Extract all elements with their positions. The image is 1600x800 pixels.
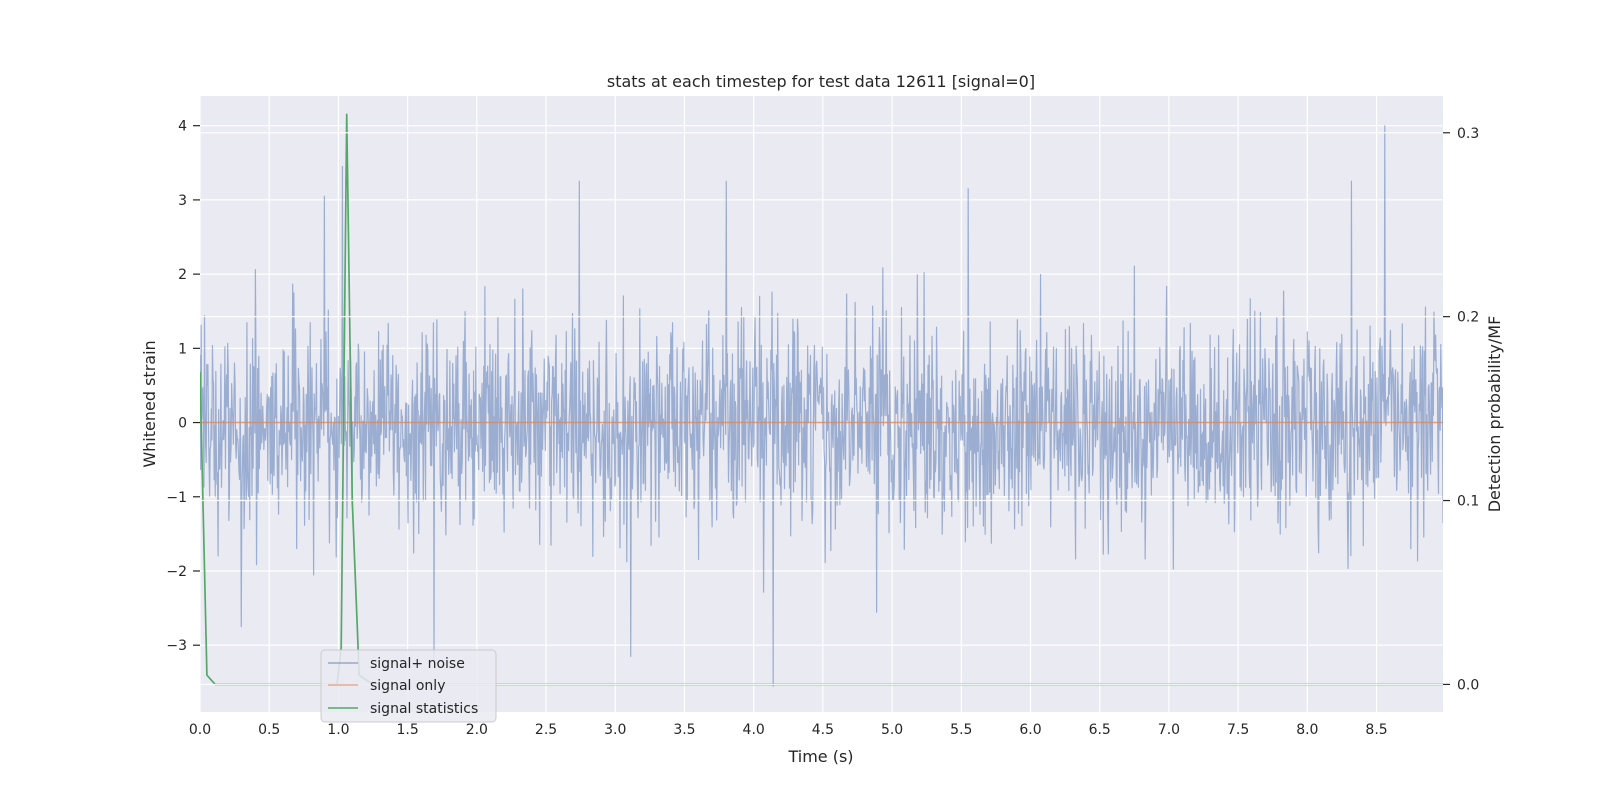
legend-label-signal-statistics: signal statistics bbox=[370, 701, 478, 717]
x-tick-label: 6.5 bbox=[1089, 722, 1111, 738]
x-tick-label: 6.0 bbox=[1019, 722, 1041, 738]
y-tick-label: −2 bbox=[166, 564, 187, 580]
x-tick-label: 7.0 bbox=[1158, 722, 1180, 738]
x-axis-label: Time (s) bbox=[787, 747, 853, 766]
y-tick-label: −3 bbox=[166, 638, 187, 654]
legend-label-signal-only: signal only bbox=[370, 678, 445, 694]
legend-label-signal-noise: signal+ noise bbox=[370, 656, 465, 672]
y2-tick-label: 0.2 bbox=[1457, 310, 1479, 326]
x-tick-label: 1.0 bbox=[327, 722, 349, 738]
legend-frame bbox=[320, 649, 497, 723]
x-tick-label: 8.0 bbox=[1296, 722, 1318, 738]
y-tick-label: 2 bbox=[178, 267, 187, 283]
y-tick-label: 3 bbox=[178, 193, 187, 209]
axis-ticks: 0.0 0.5 1.0 1.5 2.0 2.5 3.0 3.5 4.0 4.5 5.0 5.5 6.0 6… bbox=[166, 119, 1479, 738]
x-tick-label: 8.5 bbox=[1365, 722, 1387, 738]
x-tick-label: 3.5 bbox=[673, 722, 695, 738]
y2-axis-label: Detection probability/MF bbox=[1485, 316, 1504, 513]
x-tick-label: 5.0 bbox=[881, 722, 903, 738]
x-tick-label: 2.5 bbox=[535, 722, 557, 738]
chart-title: stats at each timestep for test data 126… bbox=[607, 72, 1035, 91]
y2-tick-label: 0.3 bbox=[1457, 126, 1479, 142]
x-tick-label: 2.0 bbox=[466, 722, 488, 738]
x-tick-label: 3.0 bbox=[604, 722, 626, 738]
x-tick-label: 1.5 bbox=[396, 722, 418, 738]
x-tick-label: 0.0 bbox=[189, 722, 211, 738]
y-axis-label: Whitened strain bbox=[140, 340, 159, 467]
x-tick-label: 0.5 bbox=[258, 722, 280, 738]
y2-tick-label: 0.0 bbox=[1457, 677, 1479, 693]
y-tick-label: −1 bbox=[166, 490, 187, 506]
y-tick-label: 0 bbox=[178, 416, 187, 432]
x-tick-label: 4.5 bbox=[812, 722, 834, 738]
x-tick-label: 7.5 bbox=[1227, 722, 1249, 738]
series-signal-noise-line bbox=[200, 125, 1443, 687]
x-tick-label: 5.5 bbox=[950, 722, 972, 738]
y-tick-label: 1 bbox=[178, 341, 187, 357]
legend: signal+ noise signal only signal statist… bbox=[320, 649, 497, 723]
y2-tick-label: 0.1 bbox=[1457, 494, 1479, 510]
y-tick-label: 4 bbox=[178, 119, 187, 135]
x-tick-label: 4.0 bbox=[743, 722, 765, 738]
